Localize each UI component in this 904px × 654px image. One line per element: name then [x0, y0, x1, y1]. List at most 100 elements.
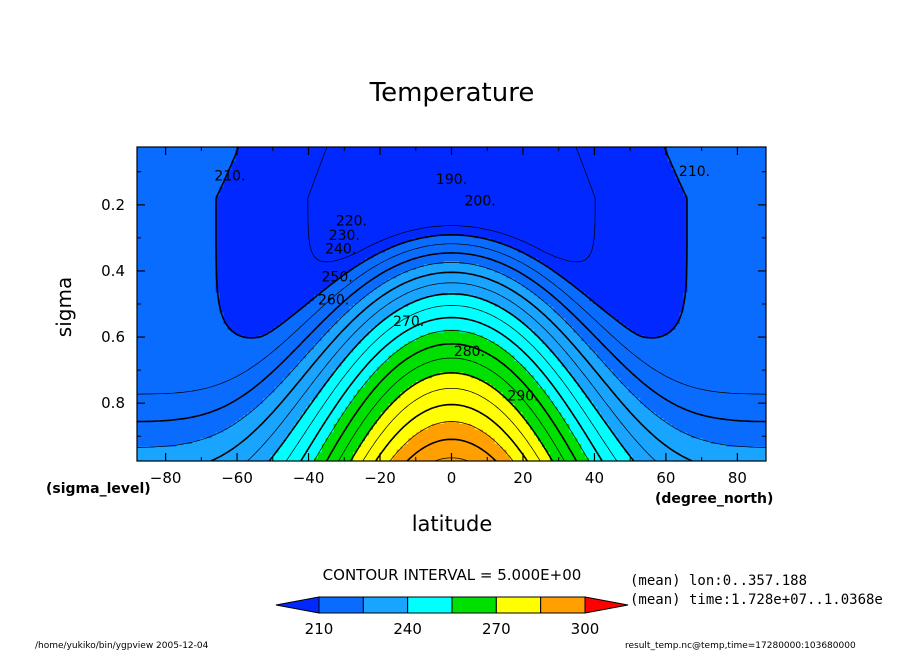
fill-cell — [286, 318, 339, 322]
fill-cell — [412, 301, 492, 305]
fill-cell — [215, 218, 688, 222]
fill-cell — [137, 418, 240, 422]
fill-cell — [561, 361, 606, 365]
fill-cell — [549, 458, 590, 461]
fill-cell — [593, 401, 641, 405]
fill-cell — [565, 421, 606, 425]
fill-cell — [294, 426, 335, 431]
fill-cell — [298, 421, 339, 425]
fill-cell — [137, 161, 232, 165]
fill-cell — [400, 446, 504, 451]
fill-cell — [353, 349, 398, 354]
fill-cell — [392, 312, 512, 317]
fill-cell — [137, 443, 177, 448]
fill-cell — [282, 321, 339, 325]
fill-cell — [325, 441, 362, 445]
fill-cell — [290, 369, 335, 374]
fill-cell — [683, 301, 766, 305]
fill-cell — [388, 246, 515, 251]
fill-cell — [223, 178, 681, 182]
fill-cell — [569, 372, 614, 376]
colorbar-segment — [451, 596, 497, 614]
fill-cell — [137, 326, 229, 331]
fill-cell — [526, 366, 567, 371]
fill-cell — [581, 443, 622, 448]
fill-cell — [530, 426, 571, 431]
contour-line-220 — [137, 252, 766, 423]
y-tick-label: 0.6 — [101, 328, 125, 346]
fill-cell — [345, 312, 394, 317]
fill-cell — [687, 195, 766, 199]
fill-cell — [585, 455, 633, 459]
fill-cell — [600, 412, 657, 416]
fill-cell — [675, 326, 766, 331]
fill-cell — [306, 304, 354, 308]
fill-cell — [687, 204, 766, 208]
fill-cell — [341, 363, 382, 368]
fill-cell — [593, 349, 766, 354]
fill-cell — [703, 438, 766, 442]
fill-cell — [313, 398, 354, 402]
fill-cell — [427, 332, 476, 336]
colorbar-arrow-high — [584, 596, 629, 614]
fill-cell — [376, 286, 527, 291]
fill-cell — [557, 406, 598, 411]
fill-cell — [353, 398, 398, 402]
fill-cell — [541, 386, 582, 391]
fill-cell — [671, 164, 766, 168]
fill-cell — [687, 226, 766, 231]
fill-cell — [549, 346, 590, 351]
fill-cell — [541, 341, 586, 345]
fill-cell — [573, 284, 688, 288]
fill-cell — [137, 318, 225, 322]
fill-cell — [137, 372, 291, 376]
fill-cell — [404, 343, 500, 348]
fill-cell — [596, 352, 766, 356]
y-tick-label: 0.2 — [101, 196, 125, 214]
fill-cell — [137, 304, 221, 308]
fill-cell — [455, 292, 535, 297]
fill-cell — [345, 355, 390, 359]
fill-cell — [333, 423, 374, 428]
contour-line-280 — [375, 403, 528, 461]
fill-cell — [298, 363, 343, 368]
fill-cell — [251, 409, 307, 414]
fill-cell — [215, 284, 331, 288]
fill-cell — [137, 361, 299, 365]
fill-cell — [137, 435, 213, 439]
fill-cell — [211, 435, 287, 439]
fill-cell — [137, 255, 217, 259]
fill-cell — [502, 446, 547, 451]
contour-line-250 — [300, 316, 603, 461]
fill-cell — [667, 158, 766, 162]
fill-cell — [596, 304, 685, 308]
fill-cell — [137, 164, 232, 168]
fill-cell — [376, 252, 527, 257]
fill-cell — [490, 435, 539, 439]
fill-cell — [561, 315, 614, 319]
fill-cell — [309, 403, 350, 408]
fill-cell — [215, 252, 378, 257]
fill-cell — [565, 366, 610, 371]
fill-cell — [137, 301, 221, 305]
fill-cell — [537, 381, 578, 385]
fill-cell — [333, 372, 374, 376]
fill-cell — [215, 266, 354, 271]
fill-cell — [376, 369, 527, 374]
fill-cell — [137, 252, 217, 257]
fill-cell — [353, 452, 398, 456]
fill-cell — [137, 426, 229, 431]
fill-cell — [137, 189, 221, 194]
fill-cell — [420, 429, 484, 434]
fill-cell — [396, 398, 508, 402]
fill-cell — [321, 389, 358, 394]
fill-cell — [137, 309, 221, 314]
fill-cell — [137, 403, 260, 408]
fill-cell — [329, 375, 370, 379]
fill-cell — [671, 329, 766, 334]
fill-cell — [616, 438, 704, 442]
fill-cell — [687, 252, 766, 257]
fill-cell — [679, 178, 766, 182]
fill-cell — [317, 452, 354, 456]
colorbar-arrow-low — [275, 596, 320, 614]
